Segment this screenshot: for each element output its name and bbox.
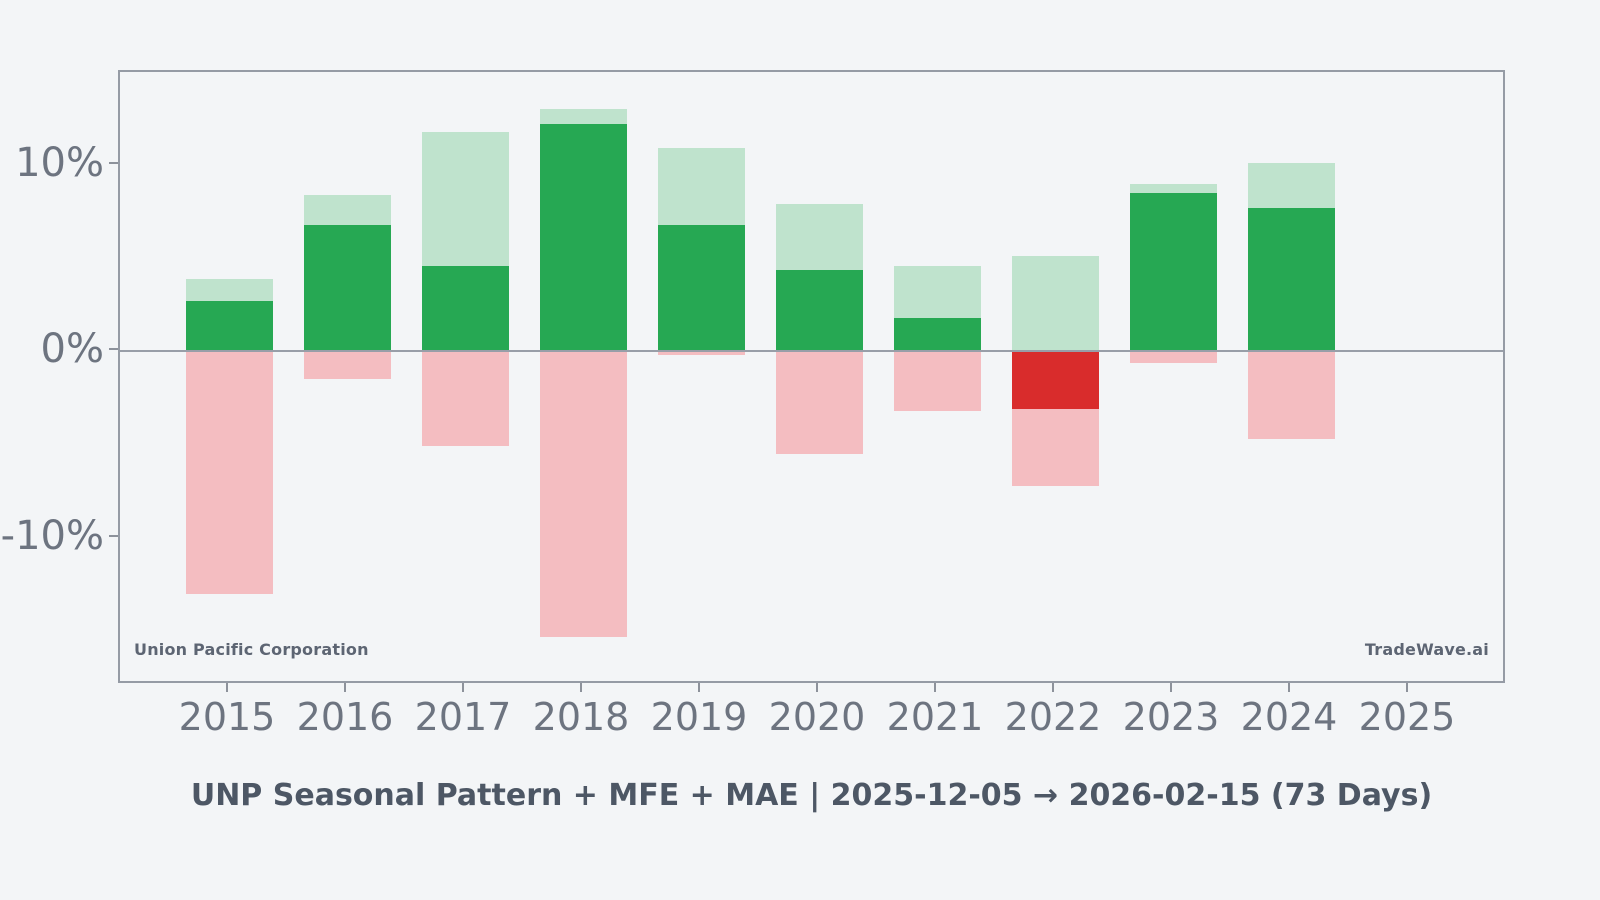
x-tick-2017 [462,683,464,692]
bar-mfe-2022 [1011,256,1099,352]
company-watermark: Union Pacific Corporation [134,640,369,659]
bar-return-2020 [775,269,863,352]
x-tick-2019 [698,683,700,692]
bar-mae-2016 [303,351,391,380]
x-tick-2024 [1288,683,1290,692]
x-tick-label-2016: 2016 [296,695,394,739]
bar-return-2016 [303,224,391,352]
y-tick-0% [109,348,118,351]
x-tick-label-2024: 2024 [1240,695,1338,739]
x-tick-label-2017: 2017 [414,695,512,739]
x-tick-2021 [934,683,936,692]
x-tick-2016 [344,683,346,692]
bar-return-2024 [1247,208,1335,352]
bar-return-2023 [1129,193,1217,352]
bar-mae-2017 [421,351,509,447]
zero-baseline [120,350,1503,353]
chart-title: UNP Seasonal Pattern + MFE + MAE | 2025-… [190,778,1433,813]
x-tick-2022 [1052,683,1054,692]
bar-return-2021 [893,317,981,352]
y-tick--10% [109,534,118,537]
bar-mae-2019 [657,351,745,356]
bar-return-2018 [539,124,627,352]
y-tick-10% [109,162,118,165]
y-tick-label-0%: 0% [40,326,104,373]
bar-return-2017 [421,265,509,352]
x-tick-2018 [580,683,582,692]
bar-mae-2018 [539,351,627,637]
x-tick-label-2023: 2023 [1122,695,1220,739]
bar-mae-2024 [1247,351,1335,440]
x-tick-2020 [816,683,818,692]
x-tick-label-2021: 2021 [886,695,984,739]
brand-watermark: TradeWave.ai [1364,640,1489,659]
x-tick-2023 [1170,683,1172,692]
plot-area: Union Pacific Corporation TradeWave.ai [118,70,1505,683]
x-tick-label-2022: 2022 [1004,695,1102,739]
x-tick-label-2018: 2018 [532,695,630,739]
x-tick-2025 [1406,683,1408,692]
bars-layer [120,72,1503,681]
y-tick-label--10%: -10% [0,512,104,559]
x-tick-label-2015: 2015 [178,695,276,739]
x-tick-label-2019: 2019 [650,695,748,739]
bar-return-2022 [1011,351,1099,410]
x-tick-label-2025: 2025 [1358,695,1456,739]
x-tick-2015 [226,683,228,692]
bar-mae-2015 [185,351,273,594]
bar-mae-2021 [893,351,981,412]
bar-mae-2020 [775,351,863,454]
y-tick-label-10%: 10% [15,140,104,187]
bar-return-2019 [657,224,745,352]
bar-return-2015 [185,301,273,352]
x-tick-label-2020: 2020 [768,695,866,739]
bar-mae-2023 [1129,351,1217,363]
